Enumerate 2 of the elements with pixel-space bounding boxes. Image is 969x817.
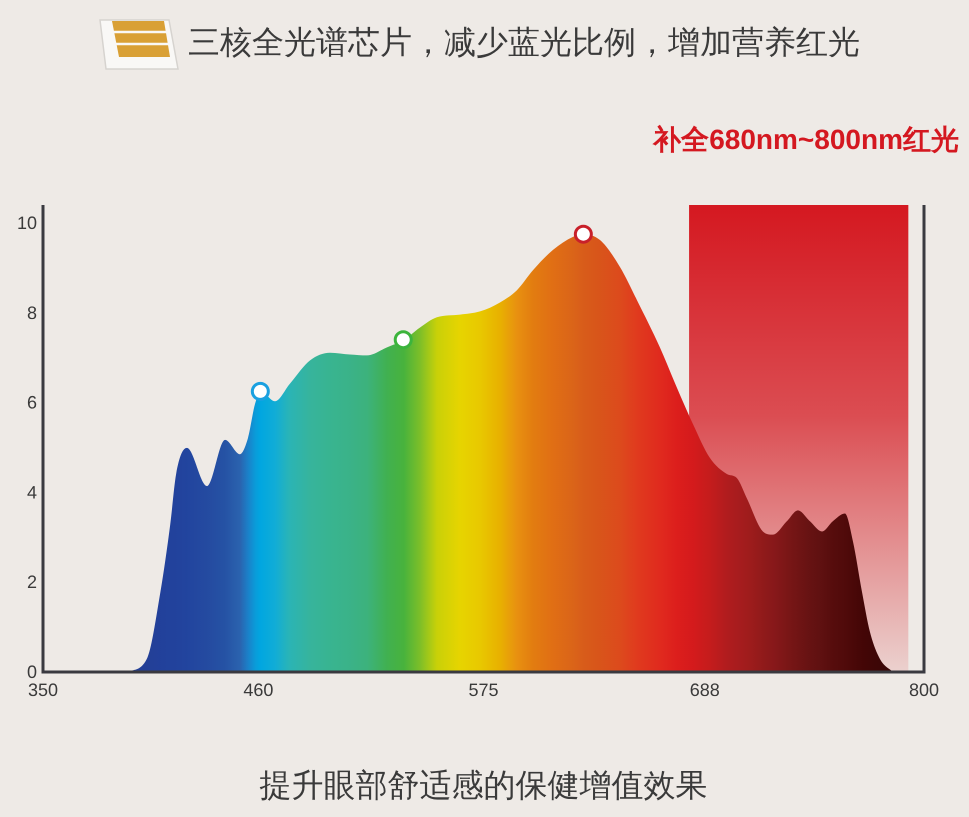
title: 三核全光谱芯片，减少蓝光比例，增加营养红光 — [188, 24, 860, 60]
annotation: 提升眼部舒适感的保健增值效果 — [260, 767, 708, 803]
